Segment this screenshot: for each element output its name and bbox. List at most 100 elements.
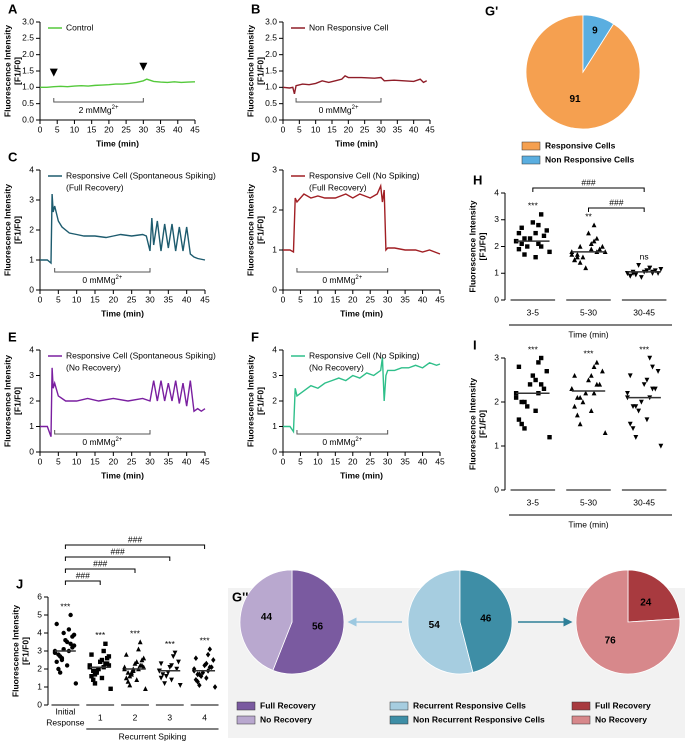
x-tick-label: 30 — [376, 124, 386, 134]
legend-label: Responsive Cell (Spontaneous Spiking) — [66, 350, 216, 360]
y-tick-label: 0 — [29, 446, 34, 456]
dot — [602, 430, 608, 435]
dot — [641, 382, 647, 388]
y-tick-label: 2.5 — [265, 33, 277, 43]
span-label-text: 2 mMMg — [79, 105, 112, 115]
dot — [101, 648, 106, 654]
dot — [163, 674, 169, 679]
x-tick-label: 25 — [365, 456, 375, 466]
significance-stars: *** — [584, 349, 595, 359]
span-label: 0 mMMg2+ — [319, 105, 359, 116]
dot — [594, 359, 600, 365]
x-tick-label: 5 — [56, 294, 61, 304]
y-axis-label: [F1/F0] — [12, 387, 22, 415]
x-tick-label: 35 — [164, 294, 174, 304]
dot — [73, 681, 79, 686]
dot — [569, 386, 575, 391]
dot — [538, 382, 544, 387]
legend-label: Non Responsive Cells — [545, 154, 635, 164]
x-tick-label: 15 — [331, 456, 341, 466]
legend-label: Responsive Cell (No Spiking) — [309, 350, 420, 360]
x-tick-label: 40 — [418, 294, 428, 304]
y-tick-label: 4 — [29, 344, 34, 354]
dot — [162, 681, 167, 687]
dot — [158, 661, 164, 667]
dot — [533, 408, 538, 413]
x-tick-label: 45 — [190, 124, 200, 134]
dot — [588, 408, 594, 413]
span-bracket — [296, 430, 389, 435]
dot — [132, 660, 138, 666]
y-tick-label: 1.0 — [22, 82, 34, 92]
significance-stars: ** — [585, 211, 592, 221]
pie-value-label: 54 — [429, 620, 441, 631]
y-tick-label: 1.0 — [265, 82, 277, 92]
y-tick-label: 4 — [29, 164, 34, 174]
dot — [627, 373, 633, 379]
legend-label: Recurrent Responsive Cells — [413, 700, 526, 710]
dot — [207, 664, 213, 671]
y-axis-label: Fluorescence Intensity — [2, 184, 12, 276]
dot — [66, 627, 72, 632]
x-tick-label: 5-30 — [580, 307, 597, 317]
dot — [89, 652, 94, 657]
y-tick-label: 3 — [272, 164, 277, 174]
x-tick-label: 40 — [182, 294, 192, 304]
x-tick-label: 5 — [298, 456, 303, 466]
data-line — [40, 78, 196, 89]
dot — [591, 364, 597, 369]
dot — [538, 212, 544, 217]
x-tick-label: 10 — [311, 124, 321, 134]
panel-label: A — [8, 1, 18, 16]
significance-stars: *** — [639, 344, 650, 354]
y-tick-label: 3.0 — [265, 16, 277, 26]
significance-label: ### — [128, 534, 142, 544]
x-tick-label: 5 — [56, 456, 61, 466]
panel-label: C — [8, 149, 18, 164]
x-tick-label: 20 — [348, 456, 358, 466]
y-axis-label: Fluorescence Intensity — [2, 25, 12, 117]
x-tick-label: 15 — [90, 294, 100, 304]
x-tick-label: 0 — [38, 294, 43, 304]
x-tick-label: Initial — [55, 706, 75, 716]
span-label: 2 mMMg2+ — [79, 105, 119, 116]
x-tick-label: 0 — [281, 294, 286, 304]
panel-label: E — [8, 329, 17, 344]
legend-label: No Recovery — [595, 714, 647, 724]
dot — [580, 399, 586, 405]
x-tick-label: 35 — [393, 124, 403, 134]
y-axis-label: [F1/F0] — [12, 216, 22, 244]
dot — [87, 663, 92, 668]
x-tick-label: 35 — [156, 124, 166, 134]
dot — [638, 399, 644, 405]
dot — [96, 666, 101, 672]
significance-stars: *** — [200, 635, 211, 645]
y-tick-label: 0.0 — [22, 114, 34, 124]
span-label: 0 mMMg2+ — [82, 275, 122, 286]
x-tick-label: 5 — [297, 124, 302, 134]
dot — [636, 408, 642, 414]
dot — [127, 673, 133, 679]
span-label-sup: 2+ — [115, 275, 122, 281]
significance-label: ### — [581, 177, 595, 187]
x-tick-label: Response — [46, 717, 85, 727]
legend-label: (Full Recovery) — [309, 182, 367, 192]
dot — [519, 421, 524, 427]
dot — [644, 377, 650, 383]
panel-label: I — [473, 337, 477, 352]
dot — [197, 671, 202, 678]
dot — [108, 686, 113, 691]
dot — [202, 662, 207, 669]
span-label: 0 mMMg2+ — [322, 275, 362, 286]
x-tick-label: 10 — [70, 124, 80, 134]
dot — [533, 377, 538, 383]
significance-stars: *** — [528, 344, 539, 354]
dot — [91, 668, 96, 673]
y-axis-label: Fluorescence Intensity — [245, 184, 255, 276]
dot — [513, 395, 519, 400]
dot — [633, 404, 639, 410]
x-tick-label: 10 — [313, 456, 323, 466]
x-axis-label: Time (min) — [101, 470, 144, 480]
dot — [580, 254, 586, 260]
span-bracket — [296, 268, 389, 273]
